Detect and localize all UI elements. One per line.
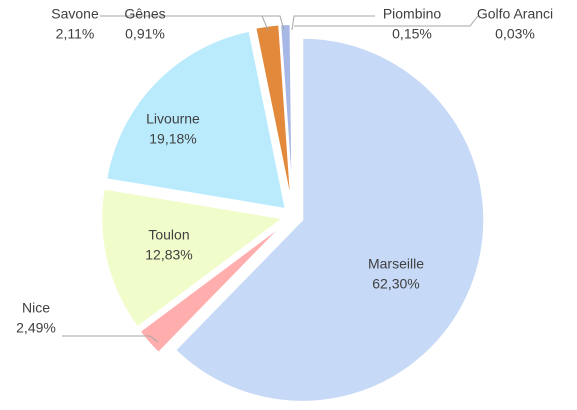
value-label: 19,18% — [149, 131, 196, 147]
category-label: Nice — [22, 300, 50, 316]
value-label: 0,15% — [392, 26, 432, 42]
category-label: Toulon — [148, 227, 189, 243]
category-label: Golfo Aranci — [477, 6, 553, 22]
category-label: Savone — [51, 6, 99, 22]
category-label: Piombino — [383, 6, 442, 22]
value-label: 2,49% — [16, 320, 56, 336]
pie-slice — [138, 221, 287, 355]
category-label: Gênes — [124, 6, 165, 22]
pie-slice — [173, 36, 486, 403]
value-label: 0,91% — [125, 26, 165, 42]
category-label: Marseille — [368, 256, 424, 272]
value-label: 12,83% — [145, 247, 192, 263]
value-label: 0,03% — [495, 26, 535, 42]
pie-slice — [100, 187, 286, 329]
leader-line — [62, 335, 159, 343]
leader-line — [291, 15, 375, 31]
leader-line — [170, 15, 285, 31]
pie-slice — [105, 29, 288, 211]
value-label: 62,30% — [372, 276, 419, 292]
leader-line — [294, 15, 479, 27]
value-label: 2,11% — [56, 26, 95, 42]
category-label: Livourne — [146, 111, 200, 127]
